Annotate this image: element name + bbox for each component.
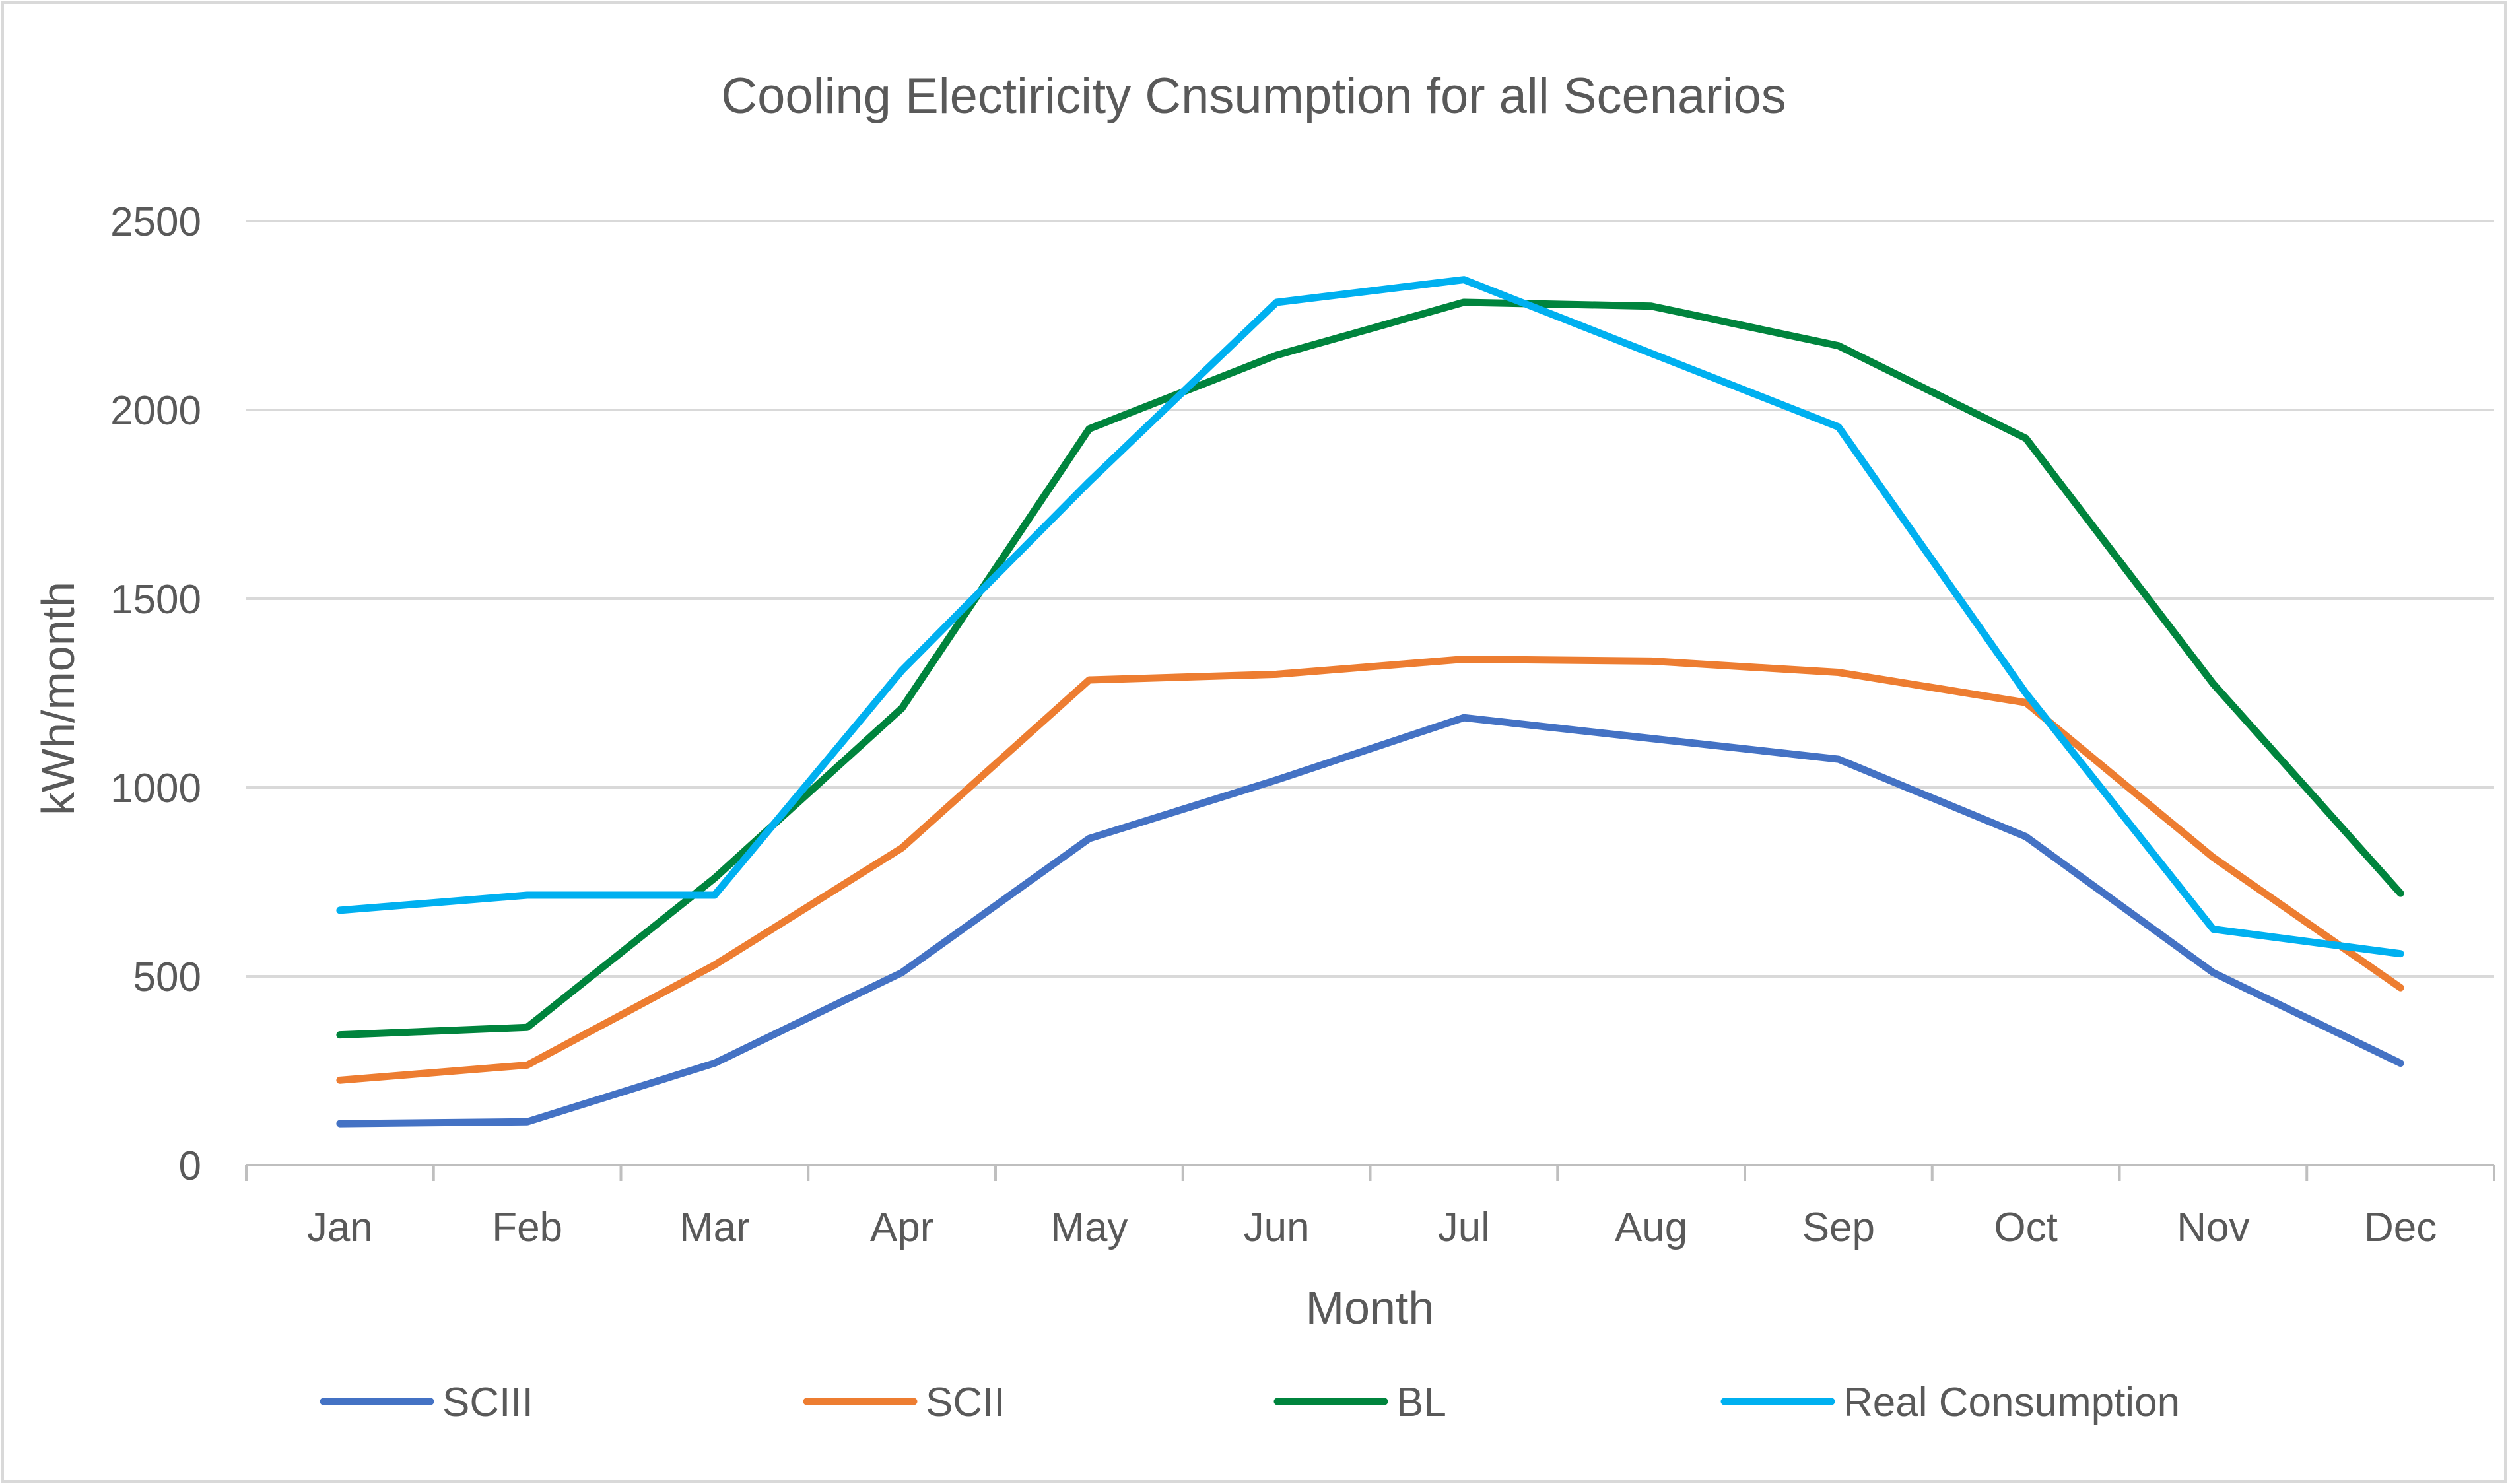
legend-label-bl: BL [1396,1380,1446,1425]
gridlines [246,220,2494,978]
x-tick-label-apr: Apr [870,1205,933,1250]
legend-label-sciii: SCIII [442,1380,533,1425]
x-tick-label-mar: Mar [679,1205,750,1250]
x-tick-label-feb: Feb [492,1205,562,1250]
y-tick-label: 0 [179,1143,201,1189]
legend-label-scii: SCII [926,1380,1005,1425]
x-tick-label-dec: Dec [2364,1205,2437,1250]
y-tick-label: 2500 [110,199,201,245]
x-axis-ticks: Jan Feb Mar Apr May Jun Jul Aug Sep Oct Nov Dec [307,1205,2437,1250]
y-axis-title: kWh/month [32,582,84,815]
series-line-bl [336,298,2404,1039]
series-line-sciii [336,714,2404,1128]
legend-label-real-consumption: Real Consumption [1843,1380,2180,1425]
x-tick-label-jul: Jul [1438,1205,1490,1250]
x-tick-label-aug: Aug [1615,1205,1687,1250]
series-line-real-consumption [336,276,2404,958]
chart-title: Cooling Electiricity Cnsumption for all … [721,68,1786,124]
x-tick-label-sep: Sep [1802,1205,1875,1250]
x-axis [245,1164,2495,1181]
x-tick-label-nov: Nov [2177,1205,2249,1250]
y-tick-label: 1000 [110,766,201,811]
y-tick-label: 500 [133,955,201,1000]
series-lines [336,276,2404,1128]
x-tick-label-jun: Jun [1244,1205,1310,1250]
x-tick-label-oct: Oct [1994,1205,2057,1250]
y-tick-label: 1500 [110,577,201,623]
x-tick-label-may: May [1050,1205,1128,1250]
legend: SCIII SCII BL Real Consumption [320,1380,2180,1425]
y-axis-ticks: 0 500 1000 1500 2000 2500 [110,199,201,1189]
x-axis-title: Month [1306,1282,1435,1333]
x-tick-label-jan: Jan [307,1205,373,1250]
y-tick-label: 2000 [110,388,201,434]
